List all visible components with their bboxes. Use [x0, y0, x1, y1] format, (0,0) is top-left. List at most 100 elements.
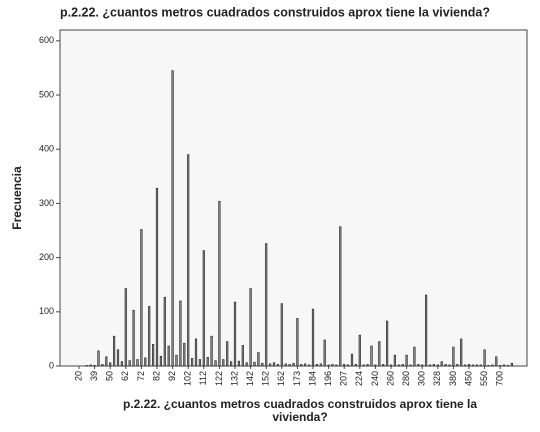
- y-tick-label: 200: [39, 252, 54, 262]
- bar: [463, 364, 467, 367]
- y-axis-title: Frecuencia: [10, 166, 24, 230]
- bar: [93, 365, 96, 367]
- bar: [300, 364, 303, 367]
- bar: [350, 353, 354, 367]
- bar: [230, 361, 233, 367]
- bar: [436, 364, 439, 367]
- x-tick-label: 224: [354, 371, 364, 386]
- bar: [226, 341, 229, 367]
- y-tick-label: 600: [39, 35, 54, 45]
- bar: [358, 334, 361, 367]
- bar: [370, 345, 373, 367]
- bar: [113, 335, 116, 367]
- bar: [288, 364, 291, 367]
- x-tick-label: 72: [136, 371, 146, 381]
- bar: [101, 364, 104, 367]
- bar: [424, 294, 428, 367]
- bar: [253, 361, 256, 367]
- bar: [140, 229, 143, 367]
- bar: [456, 364, 459, 367]
- x-tick-label: 173: [292, 371, 302, 386]
- x-tick-label: 50: [105, 371, 115, 381]
- bar: [405, 354, 408, 367]
- x-tick-label: 280: [401, 371, 411, 386]
- bar: [307, 364, 311, 367]
- bar: [191, 358, 194, 367]
- bar: [382, 364, 385, 367]
- bar: [194, 338, 198, 367]
- bar: [311, 308, 315, 367]
- bar: [245, 362, 248, 367]
- bar: [120, 361, 123, 367]
- bar: [187, 154, 190, 367]
- bar: [452, 346, 455, 367]
- bar: [323, 339, 326, 367]
- bar: [268, 363, 272, 367]
- bar: [179, 300, 182, 367]
- bar: [218, 200, 221, 367]
- bar: [198, 359, 202, 367]
- y-tick-label: 500: [39, 89, 54, 99]
- bar: [105, 356, 108, 367]
- bar: [331, 364, 334, 367]
- bar: [343, 364, 346, 367]
- bar: [428, 364, 432, 367]
- bar: [510, 362, 514, 367]
- bar: [304, 363, 307, 367]
- x-tick-label: 102: [183, 371, 193, 386]
- x-tick-label: 196: [323, 371, 333, 386]
- bar: [175, 354, 178, 367]
- bar: [155, 187, 159, 367]
- bar: [385, 320, 389, 367]
- bar: [272, 362, 276, 367]
- x-tick-label: 260: [385, 371, 395, 386]
- bar: [296, 318, 299, 367]
- bar: [116, 349, 120, 367]
- bar: [241, 345, 244, 367]
- x-tick-label: 700: [495, 371, 505, 386]
- bar: [148, 306, 151, 367]
- bar: [171, 70, 174, 367]
- bar: [89, 364, 92, 367]
- bar: [124, 288, 127, 367]
- bar: [483, 349, 486, 367]
- bar: [136, 359, 139, 367]
- x-tick-label: 240: [370, 371, 380, 386]
- bar: [327, 364, 330, 367]
- bar: [491, 364, 494, 367]
- x-tick-label: 132: [229, 371, 239, 386]
- x-tick-label: 142: [245, 371, 255, 386]
- bar: [202, 250, 205, 367]
- bar: [249, 288, 252, 367]
- bar: [362, 364, 365, 367]
- x-tick-label: 450: [463, 371, 473, 386]
- x-tick-label: 82: [151, 371, 161, 381]
- bar: [222, 359, 225, 367]
- bar: [475, 364, 478, 367]
- bar: [97, 350, 100, 367]
- bar: [374, 364, 377, 367]
- x-axis-title: p.2.22. ¿cuantos metros cuadrados constr…: [123, 397, 477, 411]
- bar: [495, 356, 498, 367]
- bar: [397, 364, 400, 367]
- bar: [432, 364, 436, 367]
- bar: [167, 345, 170, 367]
- x-tick-label: 39: [89, 371, 99, 381]
- x-tick-label: 62: [120, 371, 130, 381]
- bar: [421, 364, 424, 367]
- x-tick-label: 122: [214, 371, 224, 386]
- x-tick-label: 184: [307, 371, 317, 386]
- x-tick-label: 152: [261, 371, 271, 386]
- bar: [284, 363, 287, 367]
- bar: [109, 362, 112, 367]
- bar: [206, 357, 209, 367]
- bar: [440, 361, 443, 367]
- chart-title: p.2.22. ¿cuantos metros cuadrados constr…: [60, 5, 490, 19]
- bar: [128, 360, 131, 367]
- bar: [85, 365, 88, 367]
- bar: [292, 362, 295, 367]
- y-tick-label: 100: [39, 306, 54, 316]
- bar: [502, 364, 506, 367]
- y-tick-label: 300: [39, 198, 54, 208]
